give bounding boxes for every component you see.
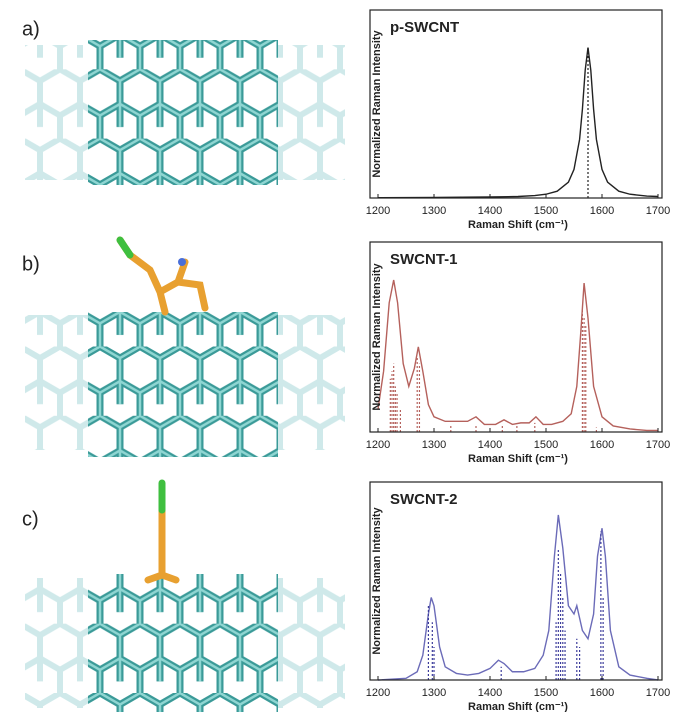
plot-frame xyxy=(369,481,663,681)
x-tick-label: 1700 xyxy=(646,439,670,451)
x-tick-label: 1500 xyxy=(534,205,558,217)
chart-title: SWCNT-1 xyxy=(390,251,458,268)
x-axis-label: Raman Shift (cm⁻¹) xyxy=(468,219,568,231)
spectrum-line xyxy=(377,279,658,432)
chart-title: SWCNT-2 xyxy=(390,491,458,508)
nanotube xyxy=(25,479,345,712)
x-tick-label: 1300 xyxy=(422,205,446,217)
x-tick-label: 1200 xyxy=(366,439,390,451)
panel-label: c) xyxy=(22,508,39,530)
molecule xyxy=(144,479,180,584)
x-axis-label: Raman Shift (cm⁻¹) xyxy=(468,453,568,465)
x-tick-label: 1400 xyxy=(478,687,502,699)
x-tick-label: 1200 xyxy=(366,687,390,699)
nanotube xyxy=(25,236,345,457)
panel-label: b) xyxy=(22,253,40,275)
plot-frame xyxy=(369,241,663,433)
x-tick-label: 1700 xyxy=(646,205,670,217)
x-tick-label: 1400 xyxy=(478,439,502,451)
x-tick-label: 1300 xyxy=(422,687,446,699)
y-axis-label: Normalized Raman Intensity xyxy=(371,506,383,654)
y-axis-label: Normalized Raman Intensity xyxy=(371,29,383,177)
molecule xyxy=(116,236,209,316)
x-tick-label: 1500 xyxy=(534,439,558,451)
x-tick-label: 1500 xyxy=(534,687,558,699)
panel-label: a) xyxy=(22,18,40,40)
chart-title: p-SWCNT xyxy=(390,19,459,36)
nanotube xyxy=(25,40,345,185)
x-tick-label: 1300 xyxy=(422,439,446,451)
plot-frame xyxy=(369,9,663,199)
x-tick-label: 1200 xyxy=(366,205,390,217)
x-tick-label: 1600 xyxy=(590,687,614,699)
x-tick-label: 1400 xyxy=(478,205,502,217)
x-axis-label: Raman Shift (cm⁻¹) xyxy=(468,701,568,712)
y-axis-label: Normalized Raman Intensity xyxy=(371,262,383,410)
x-tick-label: 1600 xyxy=(590,439,614,451)
x-tick-label: 1700 xyxy=(646,687,670,699)
x-tick-label: 1600 xyxy=(590,205,614,217)
spectrum-line xyxy=(377,514,659,681)
spectrum-line xyxy=(377,47,659,199)
